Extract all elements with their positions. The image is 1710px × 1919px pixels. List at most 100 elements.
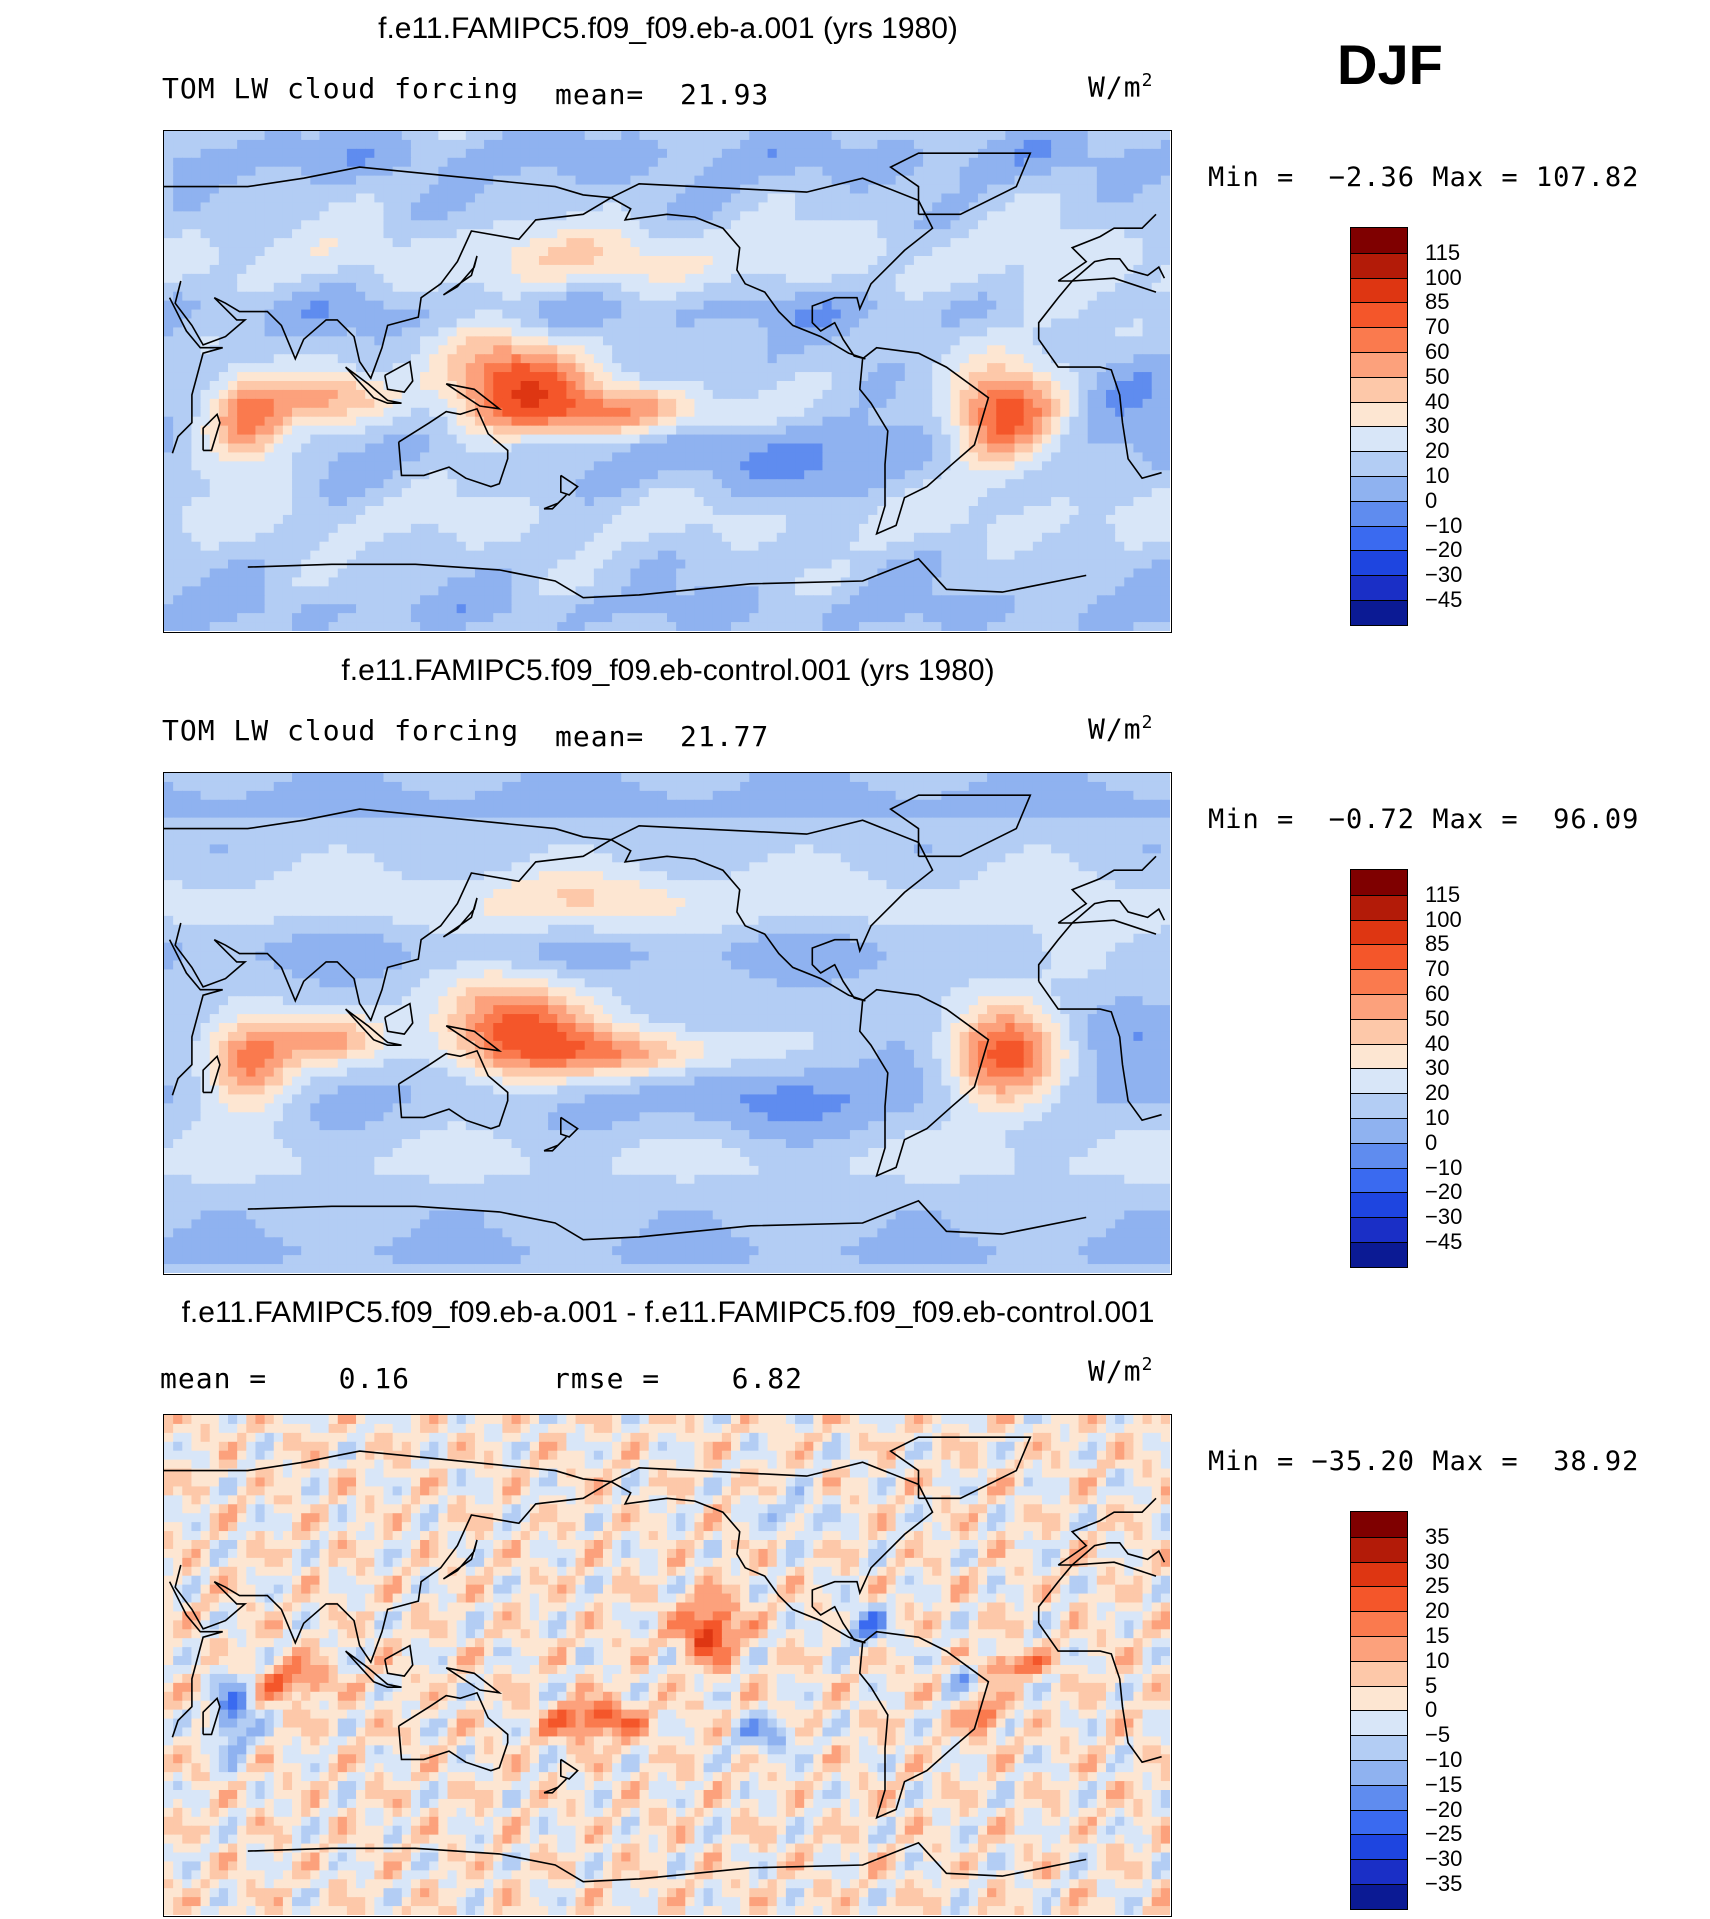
coastline bbox=[397, 407, 509, 488]
coastline bbox=[247, 1841, 1087, 1883]
colorbar-box bbox=[1351, 1809, 1407, 1835]
coastline bbox=[168, 919, 1162, 1122]
colorbar-box bbox=[1351, 1167, 1407, 1193]
colorbar-label: −35 bbox=[1425, 1871, 1463, 1896]
colorbar-label: 50 bbox=[1425, 363, 1450, 389]
colorbar-box bbox=[1351, 1512, 1407, 1537]
colorbar-box bbox=[1351, 1586, 1407, 1612]
panel1-field-map bbox=[164, 131, 1170, 631]
panel2-title: f.e11.FAMIPC5.f09_f09.eb-control.001 (yr… bbox=[341, 654, 995, 687]
colorbar-box bbox=[1351, 1142, 1407, 1168]
colorbar-box bbox=[1351, 969, 1407, 994]
colorbar-label: 20 bbox=[1425, 1080, 1450, 1106]
panel1-mean: mean= 21.93 bbox=[555, 78, 770, 111]
panel2-colorbar bbox=[1350, 869, 1408, 1268]
colorbar-label: 30 bbox=[1425, 1548, 1450, 1574]
colorbar-label: −30 bbox=[1425, 1846, 1463, 1872]
colorbar-label: 50 bbox=[1425, 1005, 1450, 1031]
colorbar-label: 70 bbox=[1425, 956, 1450, 982]
panel1-minmax: Min = −2.36 Max = 107.82 bbox=[1208, 162, 1640, 193]
panel3-title: f.e11.FAMIPC5.f09_f09.eb-a.001 - f.e11.F… bbox=[181, 1296, 1155, 1329]
panel3-units: W/m2 bbox=[1088, 1354, 1154, 1388]
colorbar-box bbox=[1351, 993, 1407, 1019]
colorbar-label: −15 bbox=[1425, 1771, 1463, 1797]
colorbar-box bbox=[1351, 575, 1407, 600]
colorbar-label: −30 bbox=[1425, 1204, 1463, 1230]
panel3-rmse: rmse = 6.82 bbox=[553, 1362, 804, 1395]
colorbar-label: −5 bbox=[1425, 1722, 1451, 1748]
coastline bbox=[858, 1630, 990, 1820]
colorbar-label: 85 bbox=[1425, 931, 1450, 957]
coastline bbox=[397, 1691, 509, 1772]
coastline bbox=[202, 1054, 221, 1094]
coastline bbox=[247, 1199, 1087, 1241]
colorbar-box bbox=[1351, 500, 1407, 526]
coastline bbox=[247, 557, 1087, 599]
panel1-title: f.e11.FAMIPC5.f09_f09.eb-a.001 (yrs 1980… bbox=[378, 12, 958, 45]
colorbar-box bbox=[1351, 599, 1407, 625]
coastline bbox=[442, 897, 478, 938]
coastline bbox=[560, 474, 579, 496]
coastline bbox=[858, 988, 990, 1178]
season-label: DJF bbox=[1337, 33, 1443, 96]
colorbar-box bbox=[1351, 302, 1407, 328]
colorbar-box bbox=[1351, 1834, 1407, 1860]
panel2-mean: mean= 21.77 bbox=[555, 720, 770, 753]
colorbar-label: 60 bbox=[1425, 339, 1450, 364]
colorbar-label: 0 bbox=[1425, 1697, 1438, 1723]
coastline bbox=[889, 794, 1032, 858]
coastline bbox=[442, 1539, 478, 1580]
panel2-variable: TOM LW cloud forcing bbox=[162, 714, 520, 747]
colorbar-label: 10 bbox=[1425, 1105, 1450, 1130]
colorbar-box bbox=[1351, 1685, 1407, 1711]
coastline bbox=[889, 1436, 1032, 1500]
colorbar-box bbox=[1351, 1759, 1407, 1785]
colorbar-label: −20 bbox=[1425, 1796, 1463, 1822]
colorbar-box bbox=[1351, 1093, 1407, 1118]
panel3-minmax: Min = −35.20 Max = 38.92 bbox=[1208, 1446, 1640, 1477]
colorbar-box bbox=[1351, 944, 1407, 970]
colorbar-box bbox=[1351, 351, 1407, 377]
colorbar-box bbox=[1351, 894, 1407, 920]
colorbar-box bbox=[1351, 1660, 1407, 1686]
colorbar-box bbox=[1351, 1859, 1407, 1884]
colorbar-label: 30 bbox=[1425, 1055, 1450, 1081]
colorbar-label: 20 bbox=[1425, 438, 1450, 464]
colorbar-box bbox=[1351, 550, 1407, 576]
coastline bbox=[384, 1644, 414, 1677]
colorbar-label: −45 bbox=[1425, 587, 1463, 612]
coastline bbox=[345, 366, 402, 404]
colorbar-box bbox=[1351, 252, 1407, 278]
colorbar-box bbox=[1351, 1710, 1407, 1736]
colorbar-label: 60 bbox=[1425, 981, 1450, 1006]
colorbar-label: 10 bbox=[1425, 463, 1450, 488]
colorbar-label: 100 bbox=[1425, 906, 1462, 932]
colorbar-box bbox=[1351, 228, 1407, 253]
coastline bbox=[543, 494, 567, 510]
colorbar-box bbox=[1351, 1561, 1407, 1587]
coastline bbox=[397, 1049, 509, 1130]
colorbar-label: 40 bbox=[1425, 1030, 1450, 1056]
coastline bbox=[442, 255, 478, 296]
colorbar-label: −45 bbox=[1425, 1229, 1463, 1254]
coastline bbox=[560, 1758, 579, 1780]
colorbar-box bbox=[1351, 401, 1407, 427]
colorbar-box bbox=[1351, 1784, 1407, 1810]
coastline bbox=[345, 1008, 402, 1046]
panel1-variable: TOM LW cloud forcing bbox=[162, 72, 520, 105]
colorbar-box bbox=[1351, 1883, 1407, 1909]
panel3-mean: mean = 0.16 bbox=[160, 1362, 411, 1395]
coastline bbox=[889, 152, 1032, 216]
panel3-field-map bbox=[164, 1415, 1170, 1915]
colorbar-label: −10 bbox=[1425, 1747, 1463, 1772]
colorbar-label: −20 bbox=[1425, 537, 1463, 563]
coastline bbox=[858, 346, 990, 536]
colorbar-box bbox=[1351, 1635, 1407, 1661]
colorbar-box bbox=[1351, 376, 1407, 402]
colorbar-label: 70 bbox=[1425, 314, 1450, 340]
colorbar-box bbox=[1351, 327, 1407, 352]
coastline bbox=[202, 412, 221, 452]
coastline bbox=[168, 1561, 1162, 1764]
colorbar-label: −10 bbox=[1425, 1154, 1463, 1180]
colorbar-box bbox=[1351, 919, 1407, 945]
